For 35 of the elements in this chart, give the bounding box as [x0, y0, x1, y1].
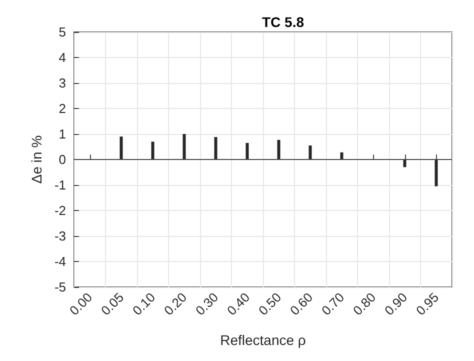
bar: [214, 137, 218, 160]
bar: [120, 136, 123, 160]
y-tick-label: -4: [54, 254, 66, 269]
chart-title: TC 5.8: [262, 14, 304, 30]
x-tick-label: 0.30: [192, 290, 222, 318]
y-tick-label: 3: [58, 76, 66, 90]
x-tick-label: 0.40: [224, 290, 253, 318]
y-tick-label: -1: [54, 178, 66, 192]
x-tick-label: 0.95: [413, 290, 442, 318]
y-tick-label: 5: [58, 24, 66, 40]
x-tick-label: 0.90: [382, 290, 410, 318]
x-tick-label: 0.00: [66, 290, 96, 318]
bar: [277, 140, 280, 160]
y-tick-label: -3: [54, 228, 66, 244]
x-tick-label: 0.70: [318, 290, 348, 318]
x-tick-label: 0.05: [98, 290, 127, 318]
bar: [182, 134, 186, 160]
x-tick-label: 0.80: [350, 290, 379, 318]
x-tick-label: 0.60: [287, 290, 316, 318]
x-tick-label: 0.50: [256, 290, 284, 318]
bar: [308, 145, 312, 160]
y-tick-label: 1: [58, 126, 66, 142]
bar: [246, 142, 249, 160]
x-tick-label: 0.10: [130, 290, 158, 318]
x-tick-label: 0.20: [161, 290, 190, 318]
y-tick-label: 0: [58, 152, 66, 167]
y-tick-label: 2: [58, 101, 66, 116]
y-tick-label: -5: [54, 280, 66, 294]
bar: [403, 160, 406, 168]
y-tick-label: 4: [58, 50, 66, 65]
bar: [151, 142, 154, 160]
y-axis-title: Δe in %: [28, 135, 45, 184]
x-axis-title: Reflectance ρ: [220, 332, 306, 348]
y-tick-label: -2: [54, 203, 66, 218]
bar: [434, 160, 438, 186]
